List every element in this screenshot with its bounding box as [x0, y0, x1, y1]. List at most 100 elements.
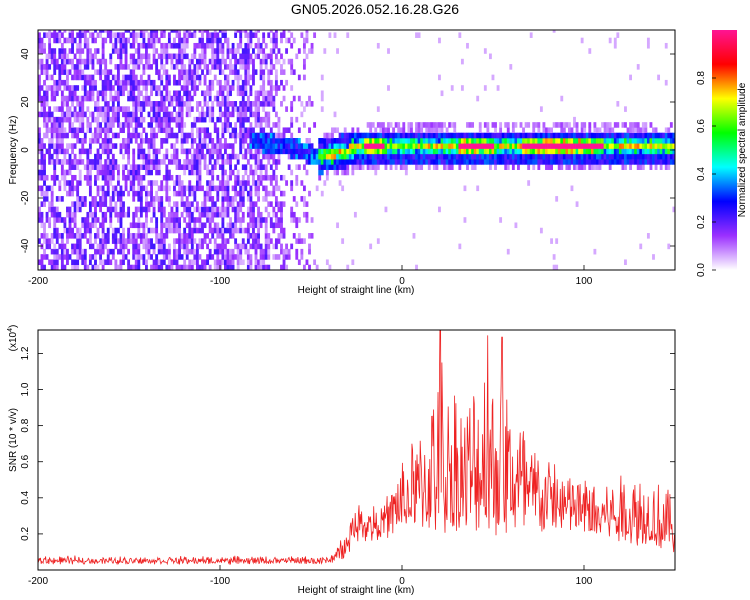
spectrogram-cell [116, 79, 120, 86]
spectrogram-cell [394, 143, 398, 149]
spectrogram-cell [224, 74, 227, 81]
spectrogram-cell [188, 58, 192, 65]
spectrogram-cell [427, 164, 431, 170]
spectrogram-cell [88, 238, 92, 244]
spectrogram-cell [241, 238, 245, 244]
spectrogram-cell [427, 127, 431, 134]
spectrogram-cell [499, 127, 503, 134]
spectrogram-cell [147, 95, 151, 102]
spectrogram-cell [122, 169, 125, 176]
spectrogram-cell [195, 153, 199, 160]
spectrogram-cell [221, 169, 225, 176]
spectrogram-cell [132, 127, 136, 134]
spectrogram-cell [178, 58, 181, 65]
spectrogram-cell [180, 264, 184, 270]
y-tick-label: 0.8 [20, 418, 31, 432]
spectrogram-cell [45, 127, 49, 134]
spectrogram-cell [412, 132, 416, 139]
spectrogram-cell [491, 74, 495, 81]
spectrogram-cell [40, 259, 44, 266]
spectrogram-cell [313, 259, 317, 266]
spectrogram-cell [178, 264, 181, 270]
spectrogram-cell [167, 32, 171, 38]
spectrogram-cell [40, 169, 44, 176]
spectrogram-cell [45, 64, 49, 70]
spectrogram-cell [203, 159, 207, 165]
spectrogram-cell [254, 180, 258, 186]
spectrogram-cell [86, 159, 90, 165]
spectrogram-cell [524, 122, 528, 128]
spectrogram-cell [341, 153, 345, 160]
spectrogram-cell [83, 264, 87, 270]
spectrogram-cell [94, 196, 97, 202]
spectrogram-cell [183, 32, 187, 38]
spectrogram-cell [180, 106, 184, 112]
spectrogram-cell [618, 153, 622, 160]
spectrogram-cell [45, 32, 49, 38]
spectrogram-cell [631, 148, 635, 155]
spectrogram-cell [142, 32, 146, 38]
spectrogram-cell [325, 132, 329, 139]
spectrogram-cell [224, 30, 227, 33]
spectrogram-cell [491, 143, 495, 149]
spectrogram-cell [193, 53, 197, 60]
spectrogram-cell [38, 95, 41, 102]
spectrogram-cell [257, 48, 260, 54]
spectrogram-cell [511, 159, 515, 165]
spectrogram-cell [104, 174, 108, 181]
spectrogram-cell [244, 180, 248, 186]
spectrogram-cell [422, 132, 426, 139]
spectrogram-cell [226, 174, 230, 181]
spectrogram-cell [83, 217, 87, 223]
spectrogram-cell [555, 264, 559, 270]
spectrogram-cell [53, 174, 57, 181]
spectrogram-cell [58, 64, 62, 70]
spectrogram-cell [476, 95, 480, 102]
spectrogram-cell [114, 164, 118, 170]
spectrogram-cell [229, 132, 232, 139]
spectrogram-cell [274, 132, 278, 139]
spectrogram-cell [269, 180, 273, 186]
spectrogram-cell [40, 143, 44, 149]
spectrogram-cells [38, 30, 675, 270]
spectrogram-cell [593, 153, 597, 160]
spectrogram-cell [43, 116, 46, 123]
spectrogram-cell [86, 64, 90, 70]
spectrogram-cell [78, 95, 82, 102]
spectrogram-cell [139, 111, 143, 118]
spectrogram-cell [476, 132, 480, 139]
spectrogram-cell [216, 222, 220, 229]
spectrogram-cell [88, 254, 92, 260]
spectrogram-cell [280, 217, 283, 223]
spectrogram-cell [226, 211, 230, 218]
spectrogram-cell [555, 153, 559, 160]
spectrogram-cell [226, 264, 230, 270]
spectrogram-cell [127, 148, 131, 155]
spectrogram-cell [473, 159, 477, 165]
spectrogram-cell [145, 85, 148, 91]
spectrogram-cell [249, 85, 253, 91]
spectrogram-cell [471, 143, 475, 149]
spectrogram-cell [78, 111, 82, 118]
spectrogram-cell [244, 32, 248, 38]
spectrogram-cell [78, 233, 82, 239]
spectrogram-cell [264, 95, 268, 102]
spectrogram-cell [244, 69, 248, 75]
spectrogram-cell [38, 148, 41, 155]
spectrogram-cell [173, 259, 176, 266]
spectrogram-cell [152, 180, 156, 186]
spectrogram-cell [236, 116, 240, 123]
spectrogram-cell [231, 254, 235, 260]
spectrogram-cell [244, 248, 248, 255]
spectrogram-cell [234, 180, 238, 186]
spectrogram-cell [590, 164, 594, 170]
spectrogram-cell [63, 180, 67, 186]
spectrogram-cell [76, 248, 80, 255]
spectrogram-cell [264, 164, 268, 170]
y-tick-label: 1.0 [20, 382, 31, 396]
spectrogram-cell [545, 148, 548, 155]
spectrogram-cell [629, 127, 632, 134]
spectrogram-cell [53, 233, 57, 239]
spectrogram-cell [45, 196, 49, 202]
spectrogram-cell [83, 30, 87, 33]
